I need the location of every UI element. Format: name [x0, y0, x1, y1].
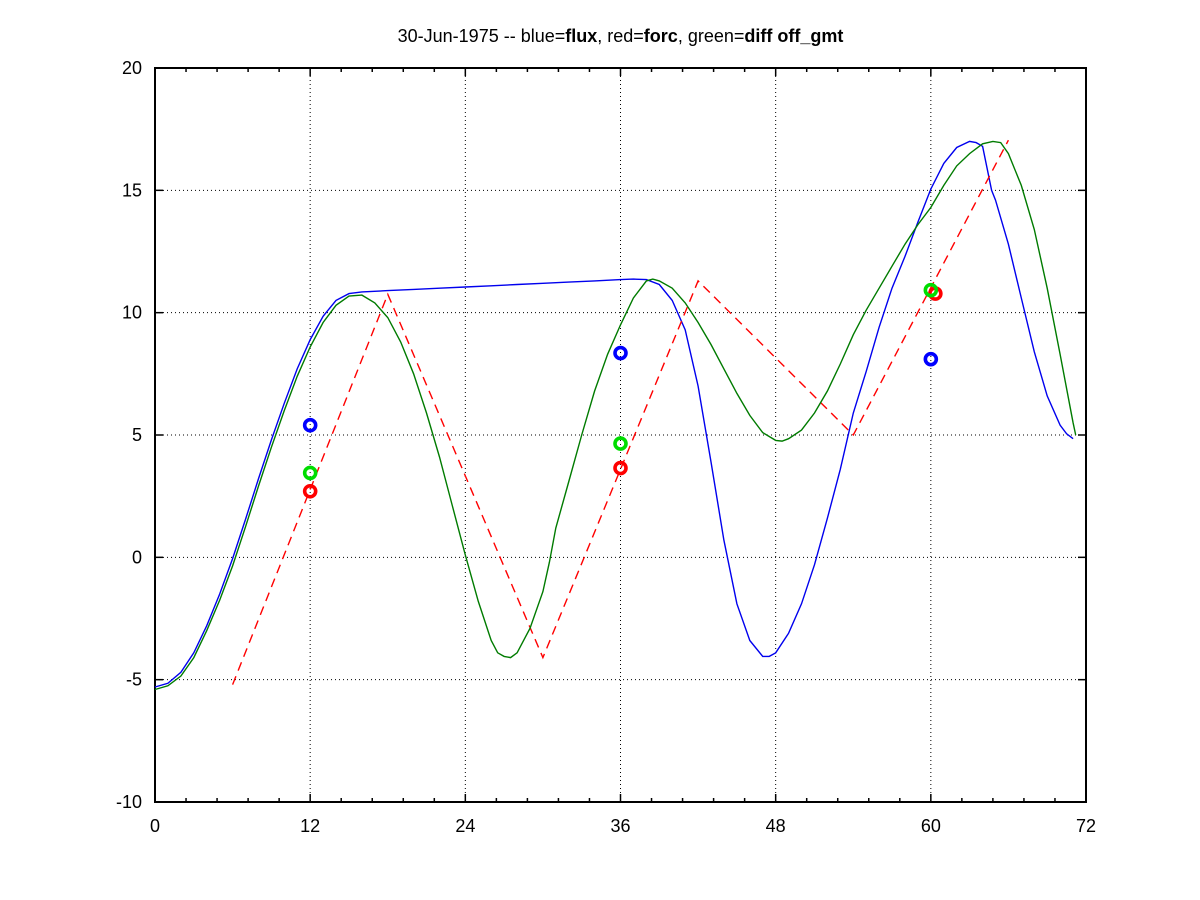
title-segment-forc: forc — [643, 26, 678, 46]
flux-points-marker — [923, 351, 939, 367]
title-segment: 30-Jun-1975 -- blue= — [397, 26, 566, 46]
forc-points-marker — [613, 460, 628, 476]
forc-points-marker — [302, 483, 318, 499]
x-tick-label: 60 — [921, 816, 941, 836]
title-segment: , red= — [597, 26, 644, 46]
title-segment-flux: flux — [565, 26, 598, 46]
chart-title: 30-Jun-1975 -- blue=flux, red=forc, gree… — [155, 26, 1086, 47]
title-segment-diff: diff off_gmt — [744, 26, 844, 46]
y-tick-label: 10 — [122, 303, 142, 323]
x-tick-label: 72 — [1076, 816, 1096, 836]
flux-line — [154, 140, 1074, 688]
x-tick-label: 48 — [766, 816, 786, 836]
diff-points-marker — [302, 465, 318, 481]
x-tick-label: 12 — [300, 816, 320, 836]
diff-points-marker — [613, 436, 628, 451]
y-tick-label: -5 — [126, 670, 142, 690]
flux-points-marker — [613, 345, 628, 361]
y-tick-label: 5 — [132, 425, 142, 445]
y-tick-label: 0 — [132, 547, 142, 567]
diff-points-marker — [923, 282, 939, 298]
diff-line — [154, 140, 1077, 691]
y-tick-label: 15 — [122, 180, 142, 200]
x-tick-label: 0 — [150, 816, 160, 836]
axis-box — [154, 67, 1087, 803]
y-tick-label: 20 — [122, 58, 142, 78]
y-tick-label: -10 — [116, 792, 142, 812]
title-segment: , green= — [677, 26, 745, 46]
x-tick-label: 36 — [610, 816, 630, 836]
flux-points-marker — [302, 417, 318, 433]
forc-line — [231, 139, 1010, 685]
x-tick-label: 24 — [455, 816, 475, 836]
